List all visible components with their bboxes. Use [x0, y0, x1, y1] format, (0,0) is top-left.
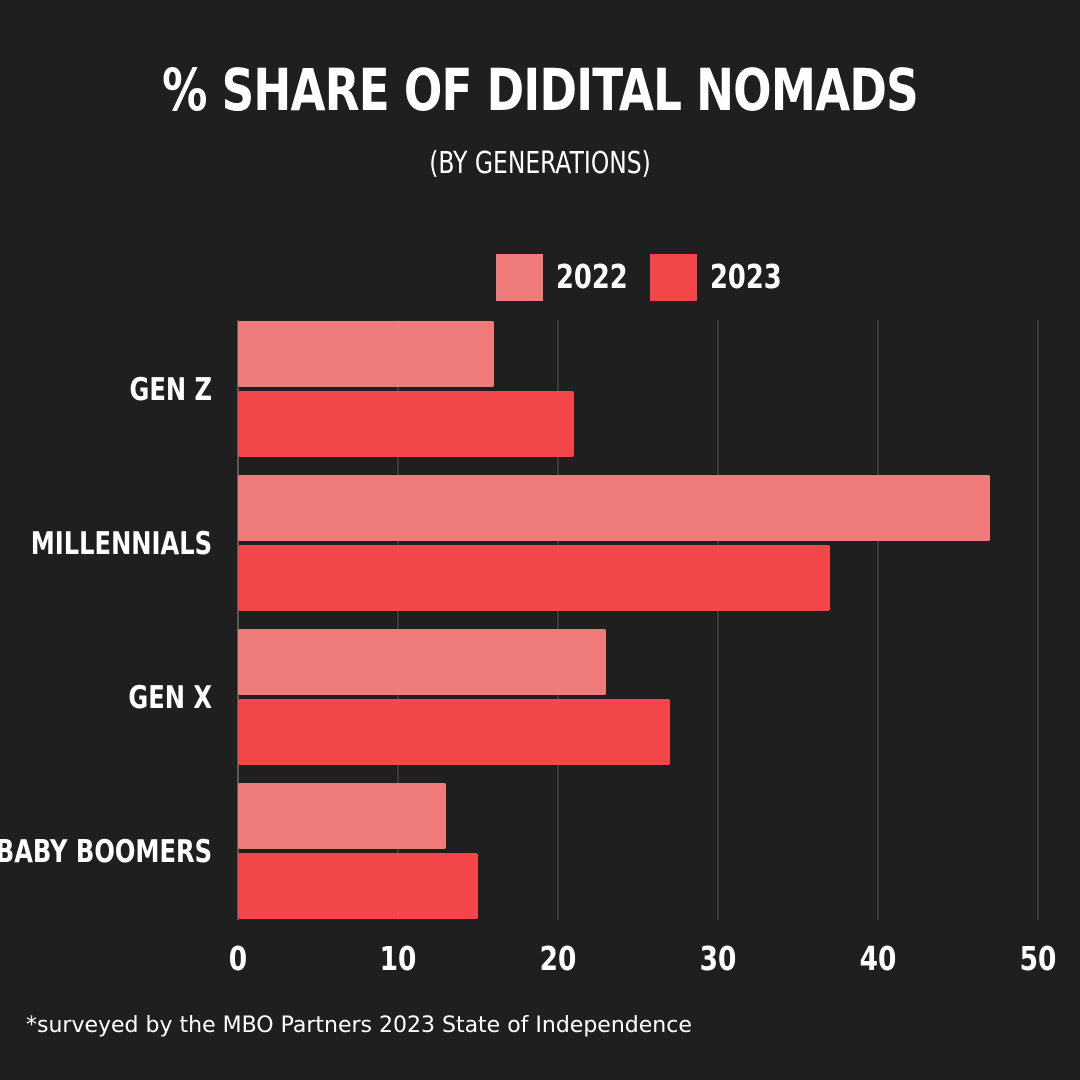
bar-baby-boomers-2022	[238, 783, 446, 849]
x-tick-label-0: 0	[229, 940, 247, 979]
bars	[238, 321, 990, 919]
source-footnote: *surveyed by the MBO Partners 2023 State…	[26, 1013, 692, 1038]
legend-label-2023: 2023	[710, 257, 782, 296]
x-tick-label-50: 50	[1020, 940, 1057, 979]
category-label-gen-x: GEN X	[128, 679, 212, 716]
bar-gen-z-2023	[238, 391, 574, 457]
bar-gen-x-2023	[238, 699, 670, 765]
bar-baby-boomers-2023	[238, 853, 478, 919]
legend-label-2022: 2022	[556, 257, 628, 296]
x-tick-label-30: 30	[700, 940, 737, 979]
bar-gen-z-2022	[238, 321, 494, 387]
category-label-baby-boomers: BABY BOOMERS	[0, 833, 212, 870]
bar-millennials-2023	[238, 545, 830, 611]
category-label-millennials: MILLENNIALS	[31, 525, 212, 562]
x-tick-label-20: 20	[540, 940, 577, 979]
x-tick-label-40: 40	[860, 940, 897, 979]
legend-swatch-2023	[650, 254, 697, 301]
category-label-gen-z: GEN Z	[129, 371, 212, 408]
chart-legend: 2022 2023	[0, 254, 1080, 302]
x-tick-label-10: 10	[380, 940, 417, 979]
bar-gen-x-2022	[238, 629, 606, 695]
chart-title: % SHARE OF DIDITAL NOMADS	[162, 56, 919, 124]
x-axis-tick-labels: 0 10 20 30 40 50	[229, 940, 1057, 979]
bar-millennials-2022	[238, 475, 990, 541]
category-labels: GEN Z MILLENNIALS GEN X BABY BOOMERS	[0, 371, 212, 870]
legend-swatch-2022	[496, 254, 543, 301]
chart-subtitle: (BY GENERATIONS)	[429, 146, 651, 181]
